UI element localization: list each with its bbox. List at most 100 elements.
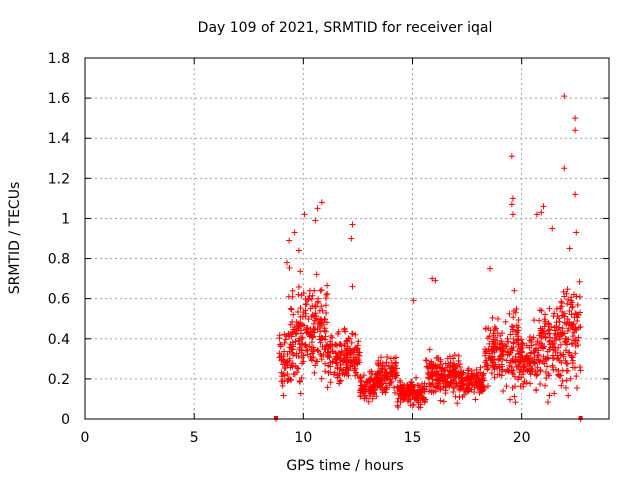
data-point: [311, 287, 318, 294]
data-point: [315, 316, 322, 323]
data-point: [322, 346, 329, 353]
data-point: [359, 388, 366, 395]
data-point: [278, 341, 285, 348]
data-point: [511, 373, 518, 380]
data-point: [316, 322, 323, 329]
data-point: [276, 335, 283, 342]
data-point: [573, 229, 580, 236]
data-point: [365, 389, 372, 396]
data-point: [408, 379, 415, 386]
data-point: [313, 271, 320, 278]
data-point: [285, 332, 292, 339]
data-point: [345, 335, 352, 342]
data-point: [499, 347, 506, 354]
data-point: [533, 386, 540, 393]
data-point: [295, 309, 302, 316]
data-point: [556, 336, 563, 343]
data-point: [361, 395, 368, 402]
data-point: [569, 333, 576, 340]
data-point: [426, 388, 433, 395]
data-point: [518, 341, 525, 348]
data-point: [376, 379, 383, 386]
data-point: [301, 211, 308, 218]
data-point: [430, 389, 437, 396]
data-point: [511, 393, 518, 400]
data-point: [308, 339, 315, 346]
data-point: [482, 325, 489, 332]
data-point: [391, 355, 398, 362]
data-point: [465, 365, 472, 372]
data-point: [295, 284, 302, 291]
data-point: [375, 362, 382, 369]
data-point: [537, 325, 544, 332]
data-point: [513, 356, 520, 363]
data-point: [489, 314, 496, 321]
data-point: [423, 383, 430, 390]
data-point: [286, 237, 293, 244]
data-point: [512, 309, 519, 316]
y-tick-label: 0.8: [48, 252, 70, 268]
data-point: [523, 379, 530, 386]
data-point: [364, 378, 371, 385]
data-point: [329, 334, 336, 341]
data-point: [466, 379, 473, 386]
data-point: [371, 381, 378, 388]
data-point: [280, 392, 287, 399]
data-point: [327, 343, 334, 350]
data-point: [332, 341, 339, 348]
data-point: [348, 339, 355, 346]
data-point: [569, 304, 576, 311]
data-point: [323, 310, 330, 317]
data-point: [561, 293, 568, 300]
data-point: [568, 353, 575, 360]
data-point: [512, 383, 519, 390]
data-point: [543, 375, 550, 382]
data-point: [509, 326, 516, 333]
data-point: [295, 291, 302, 298]
data-point: [366, 392, 373, 399]
data-point: [545, 327, 552, 334]
data-point: [312, 217, 319, 224]
data-point: [282, 336, 289, 343]
data-point: [324, 384, 331, 391]
data-point: [544, 399, 551, 406]
data-point: [512, 399, 519, 406]
data-point: [422, 357, 429, 364]
data-point: [575, 334, 582, 341]
data-point: [301, 322, 308, 329]
data-point: [365, 398, 372, 405]
data-point: [563, 377, 570, 384]
data-point: [507, 331, 514, 338]
data-point: [502, 318, 509, 325]
data-point: [573, 373, 580, 380]
data-point: [496, 355, 503, 362]
data-point: [333, 353, 340, 360]
data-point: [564, 367, 571, 374]
data-point: [514, 363, 521, 370]
data-point: [486, 333, 493, 340]
y-tick-label: 1: [61, 211, 70, 227]
data-point: [520, 358, 527, 365]
data-point: [320, 351, 327, 358]
data-point: [430, 362, 437, 369]
data-point: [392, 362, 399, 369]
data-point: [558, 303, 565, 310]
data-point: [391, 373, 398, 380]
data-point: [518, 345, 525, 352]
data-point: [413, 374, 420, 381]
data-point: [537, 366, 544, 373]
data-point: [541, 323, 548, 330]
data-point: [312, 362, 319, 369]
data-point: [304, 351, 311, 358]
data-point: [540, 345, 547, 352]
data-point: [295, 353, 302, 360]
data-point: [472, 396, 479, 403]
data-point: [353, 369, 360, 376]
y-tick-label: 1.6: [48, 91, 70, 107]
y-tick-label: 1.8: [48, 51, 70, 67]
data-point: [336, 378, 343, 385]
data-point: [393, 359, 400, 366]
data-point: [545, 320, 552, 327]
data-point: [495, 357, 502, 364]
data-point: [419, 386, 426, 393]
